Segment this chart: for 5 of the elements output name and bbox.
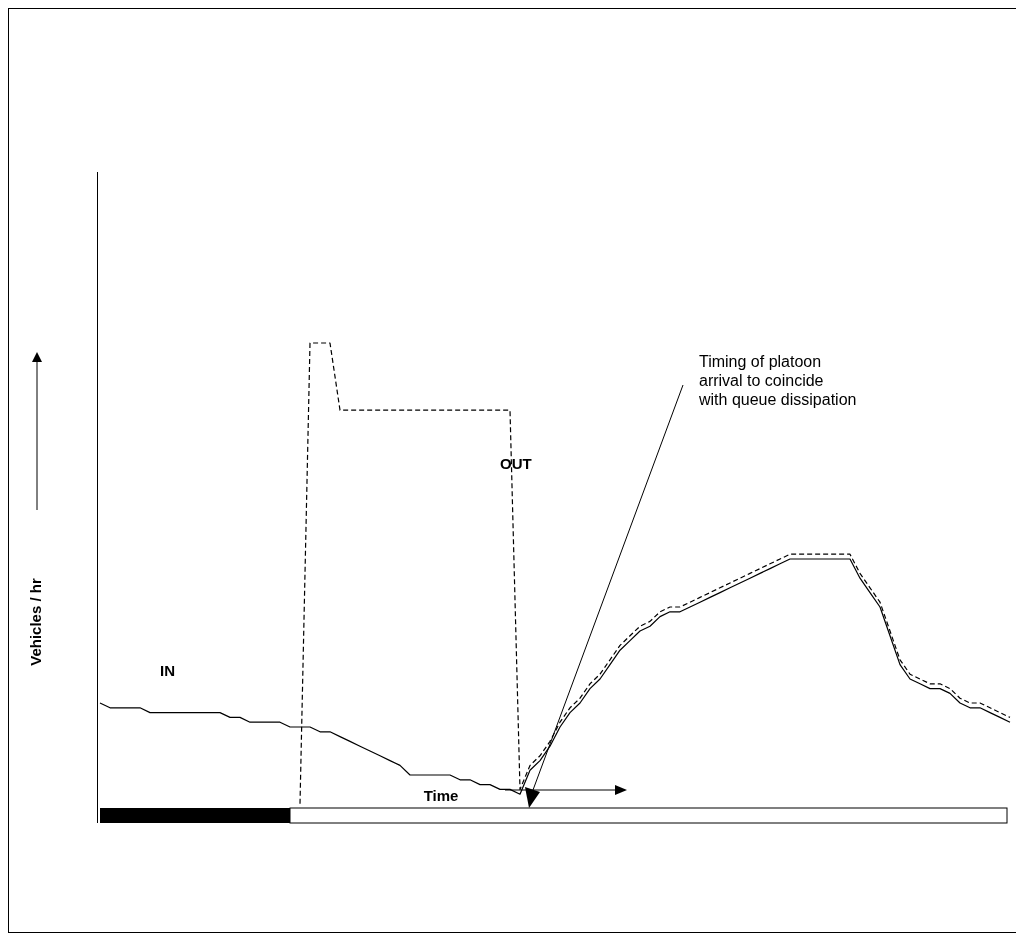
y-axis-title: Vehicles / hr (26, 578, 44, 666)
x-axis-title: Time (423, 786, 459, 804)
series-label: OUT (500, 455, 532, 472)
annotation: Timing of platoon arrival to coincide with queue dissipation (699, 352, 857, 409)
text: IN (160, 662, 175, 679)
